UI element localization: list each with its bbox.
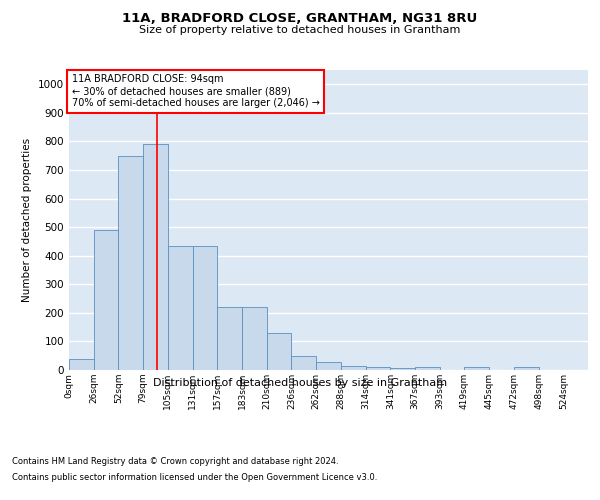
Bar — [292, 356, 316, 370]
Y-axis label: Number of detached properties: Number of detached properties — [22, 138, 32, 302]
Text: Contains public sector information licensed under the Open Government Licence v3: Contains public sector information licen… — [12, 472, 377, 482]
Bar — [267, 333, 292, 370]
Text: 11A BRADFORD CLOSE: 94sqm
← 30% of detached houses are smaller (889)
70% of semi: 11A BRADFORD CLOSE: 94sqm ← 30% of detac… — [71, 74, 319, 108]
Text: 11A, BRADFORD CLOSE, GRANTHAM, NG31 8RU: 11A, BRADFORD CLOSE, GRANTHAM, NG31 8RU — [122, 12, 478, 26]
Bar — [365, 367, 390, 370]
Text: Distribution of detached houses by size in Grantham: Distribution of detached houses by size … — [153, 378, 447, 388]
Bar — [316, 362, 341, 370]
Bar — [464, 367, 489, 370]
Bar — [69, 358, 94, 370]
Text: Size of property relative to detached houses in Grantham: Size of property relative to detached ho… — [139, 25, 461, 35]
Bar — [217, 307, 242, 370]
Bar — [415, 367, 440, 370]
Bar — [193, 246, 217, 370]
Bar — [390, 368, 415, 370]
Bar — [242, 307, 267, 370]
Bar — [514, 367, 539, 370]
Text: Contains HM Land Registry data © Crown copyright and database right 2024.: Contains HM Land Registry data © Crown c… — [12, 458, 338, 466]
Bar — [94, 230, 118, 370]
Bar — [118, 156, 143, 370]
Bar — [341, 366, 365, 370]
Bar — [143, 144, 168, 370]
Bar — [168, 246, 193, 370]
